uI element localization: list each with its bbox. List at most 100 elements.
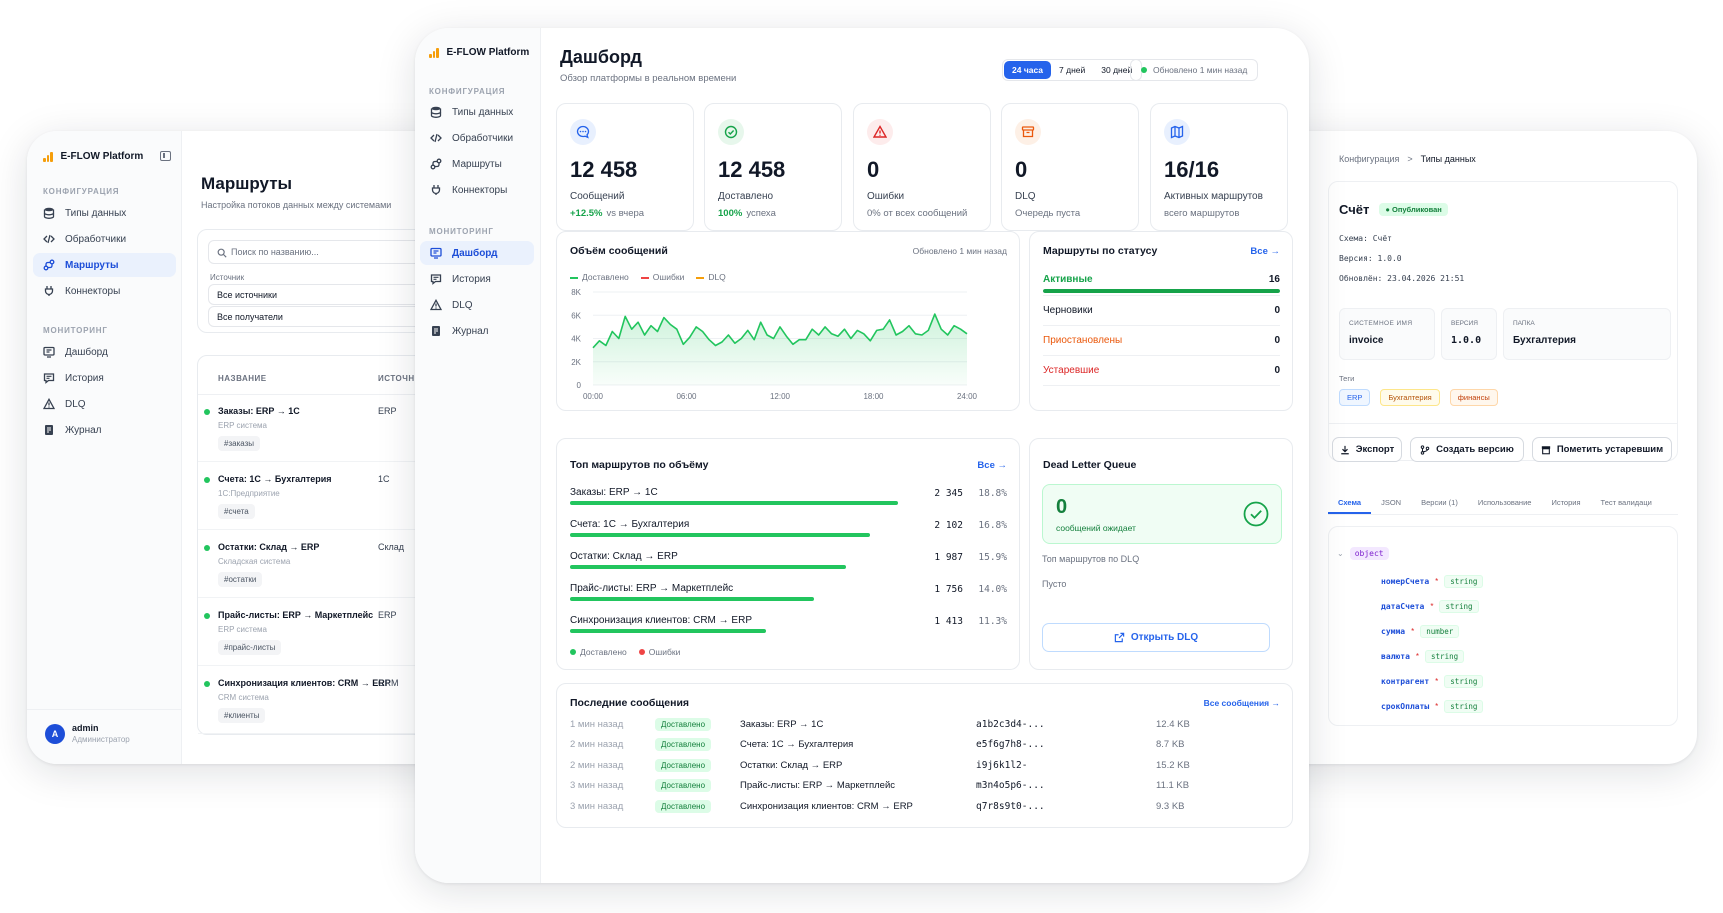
period-switcher: 24 часа 7 дней 30 дней [1002,59,1143,81]
tab-3[interactable]: Версии (1) [1421,498,1458,507]
route-row[interactable]: Заказы: ERP → 1С ERP система #заказы ERP [198,394,487,462]
status-all-link[interactable]: Все → [1250,246,1280,257]
top-route-row[interactable]: Остатки: Склад → ERP 1 987 15.9% [570,549,1007,581]
sidebar-item-journal[interactable]: Журнал [420,319,534,343]
sidebar-item-plug[interactable]: Коннекторы [33,279,176,303]
sidebar-item-label: Журнал [65,424,102,436]
legend-label: Доставлено [582,272,629,282]
sidebar-item-journal[interactable]: Журнал [33,418,176,442]
status-row[interactable]: Активные 16 [1043,262,1280,296]
schema-root[interactable]: ⌄ object [1337,547,1389,560]
stat-card-check-circle[interactable]: 12 458 Доставлено 100% успеха [704,103,842,231]
logo-icon [429,47,439,58]
brand[interactable]: E-FLOW Platform [429,47,529,58]
tab-2[interactable]: JSON [1381,498,1402,507]
sidebar-item-warning[interactable]: DLQ [420,293,534,317]
brand[interactable]: E-FLOW Platform [43,151,143,162]
deprecate-button[interactable]: Пометить устаревшим [1532,437,1672,462]
top-route-row[interactable]: Прайс-листы: ERP → Маркетплейс 1 756 14.0% [570,581,1007,613]
top-route-percent: 11.3% [978,616,1007,627]
schema-field[interactable]: срокОплаты * string [1381,694,1484,719]
top-routes-title: Топ маршрутов по объёму [570,459,709,471]
export-button[interactable]: Экспорт [1332,437,1402,462]
top-route-count: 2 345 [934,488,963,499]
route-row[interactable]: Синхронизация клиентов: CRM → ERP CRM сис… [198,666,487,734]
period-tab-3[interactable]: 30 дней [1101,65,1133,75]
recent-messages-card: Последние сообщения Все сообщения → 1 ми… [556,683,1293,828]
schema-field[interactable]: валюта * string [1381,644,1483,669]
tag-2[interactable]: Бухгалтерия [1380,389,1440,406]
legend-item[interactable]: Доставлено [570,272,629,282]
top-route-row[interactable]: Заказы: ERP → 1С 2 345 18.8% [570,485,1007,517]
search-input[interactable]: Поиск по названию... [208,240,487,264]
tab-4[interactable]: Использование [1477,498,1532,507]
message-id: m3n4o5p6-... [976,780,1045,792]
top-route-row[interactable]: Счета: 1С → Бухгалтерия 2 102 16.8% [570,517,1007,549]
dashboard-content: Дашборд Обзор платформы в реальном време… [541,28,1309,883]
route-row[interactable]: Остатки: Склад → ERP Складская система #ос… [198,530,487,598]
status-count: 0 [1274,335,1280,346]
tab-1[interactable]: Схема [1328,491,1372,514]
message-row[interactable]: 2 мин назад Доставлено Счета: 1С → Бухгалт… [570,735,1282,756]
top-route-row[interactable]: Синхронизация клиентов: CRM → ERP 1 413 11… [570,613,1007,645]
status-row[interactable]: Устаревшие 0 [1043,356,1280,386]
top-route-bar [570,501,898,505]
sidebar-toggle-icon[interactable] [160,151,171,161]
route-source: CRM [378,678,399,688]
message-row[interactable]: 2 мин назад Доставлено Остатки: Склад → ER… [570,755,1282,776]
breadcrumb-root[interactable]: Конфигурация [1339,154,1400,164]
route-icon [430,158,442,170]
updated-text: Обновлено 1 мин назад [1153,65,1248,75]
route-row[interactable]: Прайс-листы: ERP → Маркетплейс ERP систем… [198,598,487,666]
user-block[interactable]: A admin Администратор [27,709,181,764]
message-id: i9j6k1l2- [976,759,1028,771]
sidebar-item-route[interactable]: Маршруты [33,253,176,277]
sidebar-item-warning[interactable]: DLQ [33,392,176,416]
message-row[interactable]: 3 мин назад Доставлено Синхронизация клиен… [570,796,1282,817]
schema-field[interactable]: номерСчета * string [1381,569,1484,594]
open-dlq-button[interactable]: Открыть DLQ [1042,623,1270,652]
period-tab-2[interactable]: 7 дней [1059,65,1086,75]
tab-5[interactable]: История [1551,498,1581,507]
tab-6[interactable]: Тест валидаци [1600,498,1652,507]
sidebar-item-database[interactable]: Типы данных [33,201,176,225]
source-select[interactable]: Все источники [208,284,487,305]
stat-card-map[interactable]: 16/16 Активных маршрутов всего маршрутов [1150,103,1288,231]
legend-item[interactable]: Ошибки [640,272,684,282]
period-tab-1[interactable]: 24 часа [1004,61,1052,79]
route-row[interactable]: Счета: 1С → Бухгалтерия 1С:Предприятие #сч… [198,462,487,530]
sidebar-item-dashboard[interactable]: Дашборд [420,241,534,265]
sidebar-item-code[interactable]: Обработчики [420,126,534,150]
sidebar-item-plug[interactable]: Коннекторы [420,178,534,202]
sidebar-item-history[interactable]: История [420,267,534,291]
top-route-percent: 18.8% [978,488,1007,499]
stat-card-archive[interactable]: 0 DLQ Очередь пуста [1001,103,1139,231]
schema-field[interactable]: контрагент * string [1381,669,1484,694]
route-tag: #прайс-листы [218,640,282,655]
message-row[interactable]: 3 мин назад Доставлено Прайс-листы: ERP → … [570,776,1282,797]
stat-card-alert[interactable]: 0 Ошибки 0% от всех сообщений [853,103,991,231]
recent-messages-all-link[interactable]: Все сообщения → [1203,698,1280,708]
sidebar-item-database[interactable]: Типы данных [420,100,534,124]
status-row[interactable]: Черновики 0 [1043,296,1280,326]
stat-sub-text: всего маршрутов [1164,208,1240,219]
dlq-summary: 0 сообщений ожидает [1042,484,1282,544]
message-row[interactable]: 1 мин назад Доставлено Заказы: ERP → 1С a1b… [570,714,1282,735]
schema-field[interactable]: сумма * number [1381,619,1483,644]
sidebar-item-route[interactable]: Маршруты [420,152,534,176]
status-row[interactable]: Приостановлены 0 [1043,326,1280,356]
schema-field[interactable]: датаСчета * string [1381,594,1483,619]
journal-icon [43,424,55,436]
tag-3[interactable]: финансы [1449,389,1498,406]
tag-1[interactable]: ERP [1339,389,1371,406]
sidebar-item-code[interactable]: Обработчики [33,227,176,251]
sidebar-item-dashboard[interactable]: Дашборд [33,340,176,364]
sidebar-item-history[interactable]: История [33,366,176,390]
legend-item[interactable]: DLQ [696,272,726,282]
top-routes-all-link[interactable]: Все → [977,460,1007,471]
stat-card-message[interactable]: 12 458 Сообщений +12.5% vs вчера [556,103,694,231]
create-version-button[interactable]: Создать версию [1410,437,1524,462]
deprecate-button-label: Пометить устаревшим [1556,444,1664,455]
stat-sub-text: успеха [746,208,776,219]
receiver-select[interactable]: Все получатели [208,306,487,327]
